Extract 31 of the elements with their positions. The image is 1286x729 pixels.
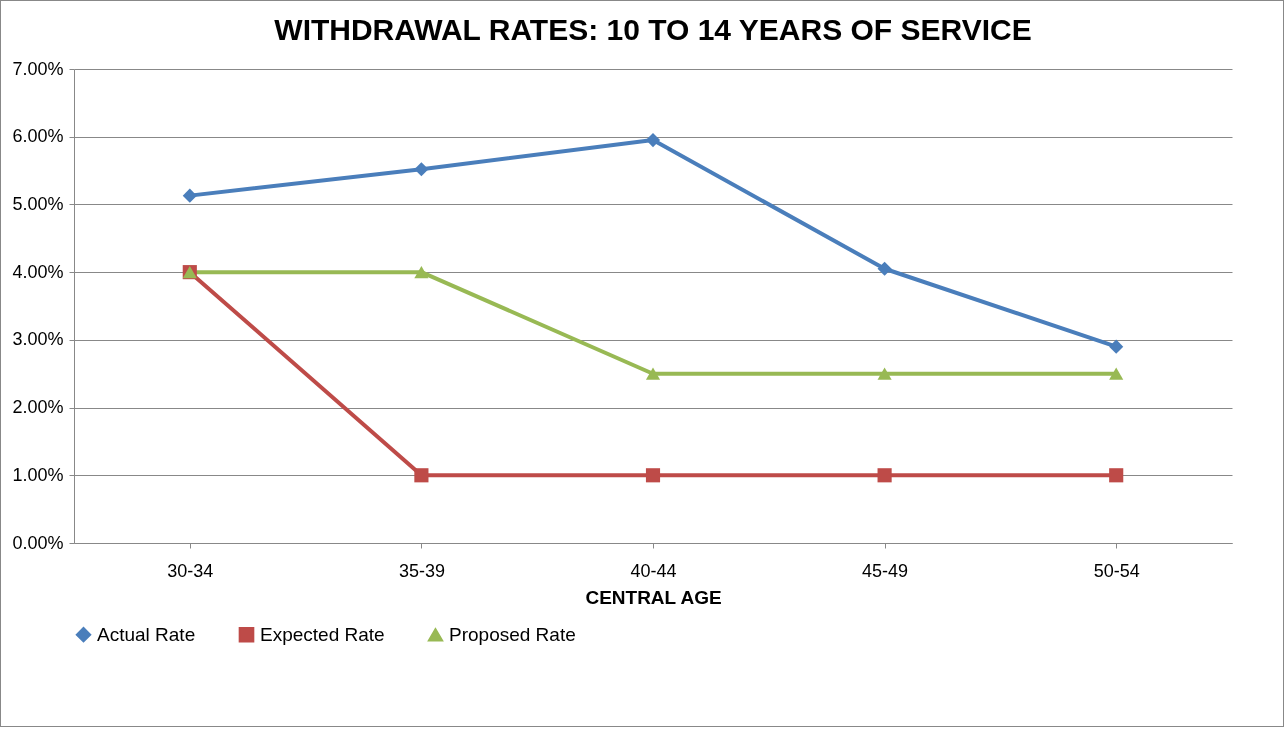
y-tick-label: 2.00% xyxy=(12,397,64,418)
chart-title: WITHDRAWAL RATES: 10 TO 14 YEARS OF SERVICE xyxy=(274,13,1032,46)
legend-label: Actual Rate xyxy=(97,623,196,645)
point xyxy=(1109,468,1124,483)
x-tick-label: 40-44 xyxy=(630,560,677,581)
point xyxy=(1109,367,1124,380)
y-tick-label: 1.00% xyxy=(12,464,64,485)
x-axis-title: CENTRAL AGE xyxy=(585,586,722,608)
y-tick-label: 0.00% xyxy=(12,532,64,553)
y-tick-label: 3.00% xyxy=(12,329,64,350)
y-tick-label: 6.00% xyxy=(12,126,64,147)
x-tick-label: 30-34 xyxy=(167,560,214,581)
y-tick-label: 5.00% xyxy=(12,193,64,214)
x-tick-label: 50-54 xyxy=(1093,560,1140,581)
y-tick-label: 7.00% xyxy=(12,58,64,79)
x-tick-label: 35-39 xyxy=(398,560,445,581)
point xyxy=(414,266,429,279)
point xyxy=(414,468,429,483)
legend-label: Expected Rate xyxy=(260,623,385,645)
point xyxy=(877,367,892,380)
legend-label: Proposed Rate xyxy=(449,623,576,645)
point xyxy=(182,188,197,203)
y-tick-label: 4.00% xyxy=(12,261,64,282)
point xyxy=(877,468,892,483)
point xyxy=(645,133,661,148)
point xyxy=(877,261,892,276)
x-tick-label: 45-49 xyxy=(862,560,909,581)
point xyxy=(1109,339,1124,354)
point xyxy=(414,162,429,177)
point xyxy=(645,367,661,380)
point xyxy=(645,468,661,483)
